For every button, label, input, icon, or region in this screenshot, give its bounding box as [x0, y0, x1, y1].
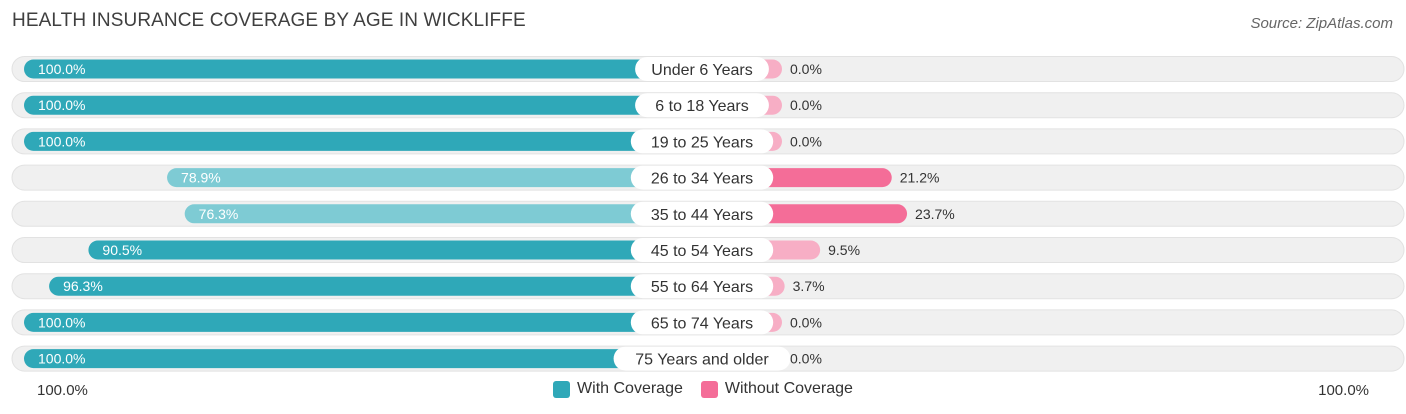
category-label-bg	[613, 346, 791, 371]
value-label-without-coverage: 0.0%	[790, 351, 822, 367]
legend-label-without-coverage: Without Coverage	[724, 380, 853, 397]
source-note: Source: ZipAtlas.com	[1250, 15, 1393, 32]
value-label-without-coverage: 0.0%	[790, 133, 822, 149]
legend-swatch-with-coverage	[553, 380, 571, 398]
bar-with-coverage	[24, 312, 702, 332]
legend-item-without-coverage: Without Coverage	[700, 380, 853, 398]
value-label-with-coverage: 100.0%	[38, 133, 85, 149]
value-label-with-coverage: 100.0%	[38, 351, 85, 367]
value-label-with-coverage: 100.0%	[38, 61, 85, 77]
bar-with-coverage	[88, 240, 702, 260]
category-label-bg	[630, 129, 774, 154]
bar-with-coverage	[24, 131, 702, 151]
bar-with-coverage	[184, 204, 702, 224]
value-label-with-coverage: 96.3%	[63, 278, 103, 294]
category-label-bg	[630, 201, 774, 226]
category-label: 6 to 18 Years	[655, 98, 748, 115]
category-label: 55 to 64 Years	[651, 279, 753, 296]
category-label-bg	[635, 93, 769, 118]
category-label: 65 to 74 Years	[651, 315, 753, 332]
legend-item-with-coverage: With Coverage	[553, 380, 683, 398]
value-label-with-coverage: 76.3%	[199, 206, 239, 222]
value-label-without-coverage: 9.5%	[828, 242, 860, 258]
category-label-bg	[630, 238, 774, 262]
axis-left-label: 100.0%	[37, 382, 88, 399]
chart-title: HEALTH INSURANCE COVERAGE BY AGE IN WICK…	[12, 10, 526, 31]
bar-with-coverage	[24, 95, 702, 115]
category-label-bg	[630, 274, 774, 299]
value-label-with-coverage: 100.0%	[38, 97, 85, 113]
bar-with-coverage	[24, 59, 702, 79]
value-label-without-coverage: 21.2%	[900, 170, 940, 186]
legend-label-with-coverage: With Coverage	[577, 380, 683, 397]
category-label: 26 to 34 Years	[651, 171, 753, 188]
value-label-without-coverage: 23.7%	[915, 206, 955, 222]
value-label-without-coverage: 0.0%	[790, 314, 822, 330]
category-label: 19 to 25 Years	[651, 134, 753, 151]
category-label: 35 to 44 Years	[651, 207, 753, 224]
category-label-bg	[635, 57, 769, 81]
value-label-with-coverage: 90.5%	[102, 242, 142, 258]
category-label-bg	[630, 165, 774, 190]
legend: With Coverage Without Coverage	[0, 380, 1406, 398]
bar-with-coverage	[24, 349, 702, 369]
value-label-without-coverage: 0.0%	[790, 97, 822, 113]
legend-swatch-without-coverage	[700, 380, 718, 398]
bar-with-coverage	[167, 168, 703, 188]
axis-right-label: 100.0%	[1318, 382, 1369, 399]
category-label: 75 Years and older	[635, 352, 769, 369]
value-label-without-coverage: 3.7%	[793, 278, 825, 294]
category-label-bg	[630, 310, 774, 335]
bar-with-coverage	[49, 276, 702, 296]
value-label-with-coverage: 100.0%	[38, 314, 85, 330]
value-label-with-coverage: 78.9%	[181, 170, 221, 186]
category-label: Under 6 Years	[651, 62, 752, 79]
value-label-without-coverage: 0.0%	[790, 61, 822, 77]
category-label: 45 to 54 Years	[651, 243, 753, 260]
